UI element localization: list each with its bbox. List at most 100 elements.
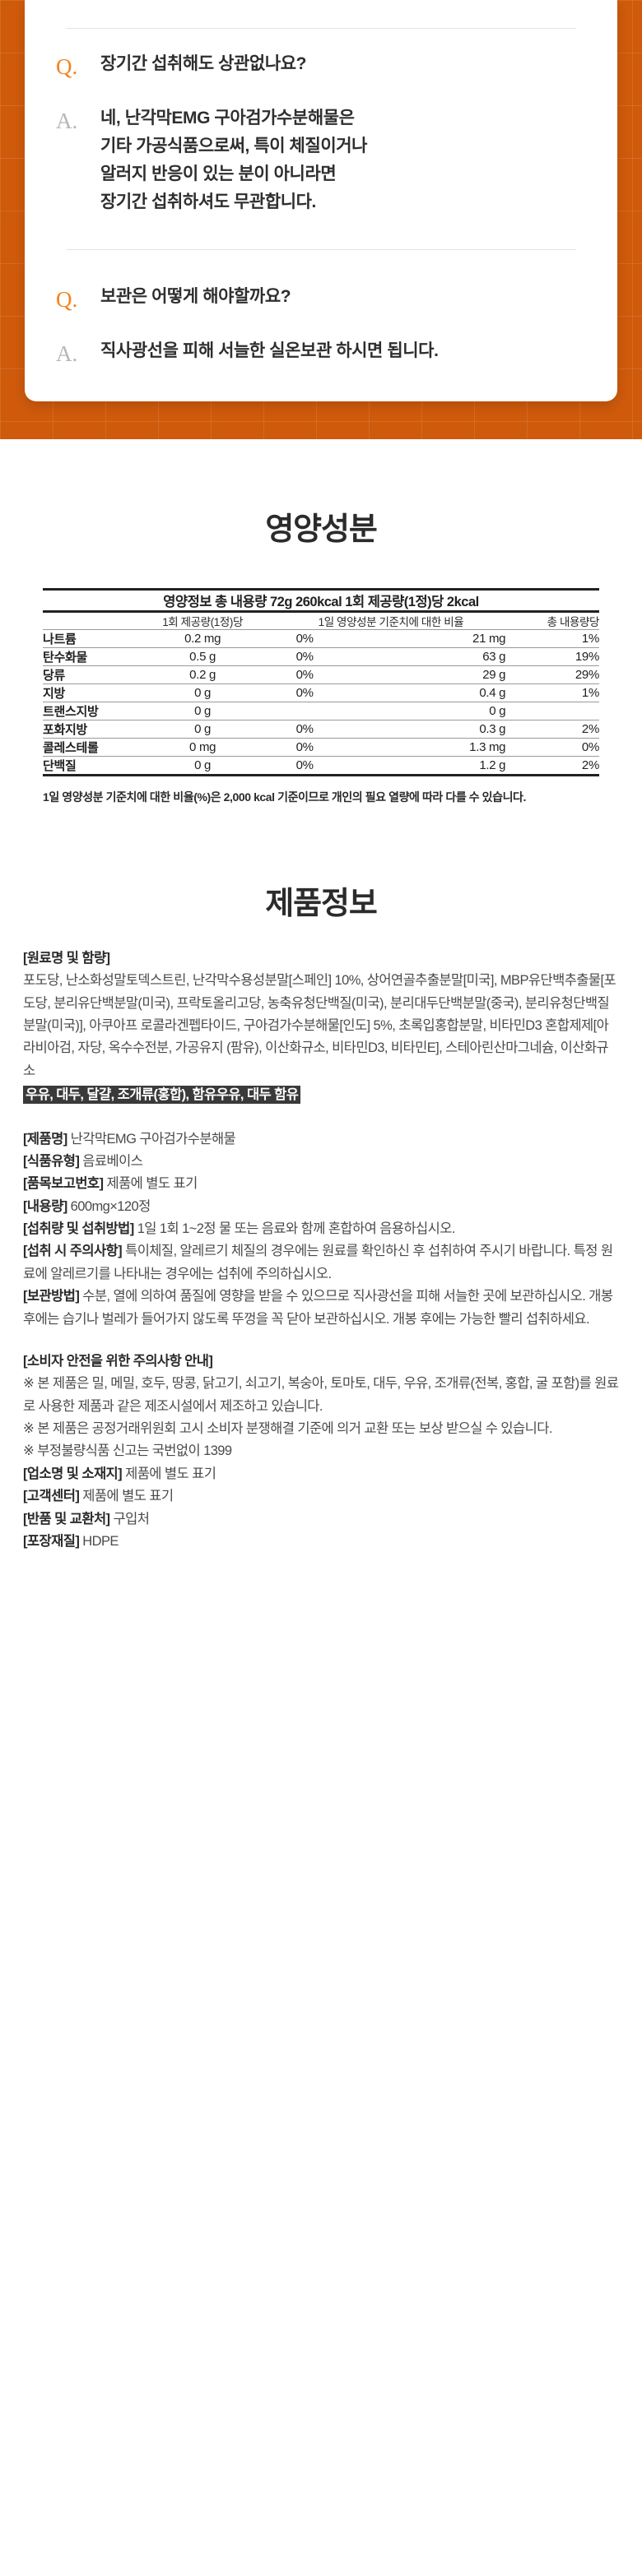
spec-label: [업소명 및 소재지] [23, 1466, 123, 1481]
nutrition-table-title-row: 영양정보 총 내용량 72g 260kcal 1회 제공량(1정)당 2kcal [43, 588, 599, 614]
answer-mark-icon: A. [56, 341, 78, 367]
spec-label: [제품명] [23, 1131, 67, 1147]
nutrient-amount: 0 g [135, 683, 270, 702]
question-mark-icon: Q. [56, 287, 78, 313]
nutrient-total: 21 mg [339, 629, 513, 648]
nutrient-name: 당류 [43, 665, 136, 684]
list-item: [보관방법] 수분, 열에 의하여 품질에 영향을 받을 수 있으므로 직사광선… [23, 1286, 619, 1331]
nutrient-total: 63 g [339, 647, 513, 666]
nutrition-section: 영양성분 영양정보 총 내용량 72g 260kcal 1회 제공량(1정)당 … [0, 439, 642, 806]
faq-answer-line: 네, 난각막EMG 구아검가수분해물은 [100, 109, 355, 128]
nutrient-total: 0 g [339, 702, 513, 720]
table-row: 탄수화물 0.5 g 0% 63 g 19% [43, 647, 599, 666]
table-row: 나트륨 0.2 mg 0% 21 mg 1% [43, 629, 599, 648]
spec-value: 600mg×120정 [70, 1198, 151, 1214]
column-header-serving: 1회 제공량(1정)당 [162, 616, 244, 629]
list-item: [반품 및 교환처] 구입처 [23, 1508, 619, 1531]
spec-label: [보관방법] [23, 1289, 80, 1304]
allergen-highlight-text: 우유, 대두, 달걀, 조개류(홍합), 함유우유, 대두 함유 [23, 1086, 301, 1105]
nutrient-name: 지방 [43, 683, 136, 702]
ingredients-label: [원료명 및 함량] [23, 950, 110, 966]
spec-label: [내용량] [23, 1198, 67, 1214]
spec-value: 난각막EMG 구아검가수분해물 [70, 1131, 236, 1147]
spec-value: 제품에 별도 표기 [106, 1176, 198, 1192]
nutrient-pct-serving: 0% [269, 683, 340, 702]
spec-value: 특이체질, 알레르기 체질의 경우에는 원료를 확인하신 후 섭취하여 주시기 … [23, 1244, 613, 1281]
faq-answer-row: A. 네, 난각막EMG 구아검가수분해물은 기타 가공식품으로써, 특이 체질… [56, 104, 586, 216]
spec-label: [식품유형] [23, 1153, 80, 1169]
column-header-name [43, 612, 136, 630]
faq-answer-line: 기타 가공식품으로써, 특이 체질이거나 [100, 137, 368, 156]
product-info-section: 제품정보 [원료명 및 함량] 포도당, 난소화성말토덱스트린, 난각막수용성분… [0, 807, 642, 1610]
faq-answer-row: A. 직사광선을 피해 서늘한 실온보관 하시면 됩니다. [56, 337, 586, 370]
notice-item: ※ 부정불량식품 신고는 국번없이 1399 [23, 1443, 232, 1459]
spec-label: [섭취 시 주의사항] [23, 1244, 123, 1259]
nutrition-column-header-row: 1회 제공량(1정)당 1일 영양성분 기준치에 대한 비율 총 내용량당 [43, 612, 599, 630]
nutrient-total: 29 g [339, 665, 513, 684]
faq-question-row: Q. 장기간 섭취해도 상관없나요? [56, 50, 586, 83]
nutrient-amount: 0.2 g [135, 665, 270, 684]
spec-value: HDPE [82, 1533, 119, 1549]
nutrition-table-bottom-rule [43, 774, 599, 777]
list-item: [섭취 시 주의사항] 특이체질, 알레르기 체질의 경우에는 원료를 확인하신… [23, 1240, 619, 1286]
table-row: 포화지방 0 g 0% 0.3 g 2% [43, 720, 599, 739]
spec-label: [품목보고번호] [23, 1176, 104, 1192]
table-row: 트랜스지방 0 g 0 g [43, 702, 599, 720]
nutrient-name: 단백질 [43, 756, 136, 775]
nutrient-pct-serving: 0% [269, 665, 340, 684]
table-row: 지방 0 g 0% 0.4 g 1% [43, 683, 599, 702]
nutrient-amount: 0.5 g [135, 647, 270, 666]
consumer-safety-notice-label: [소비자 안전을 위한 주의사항 안내] [23, 1353, 213, 1369]
spec-value: 음료베이스 [82, 1153, 143, 1169]
answer-mark-icon: A. [56, 109, 78, 134]
faq-answer-line: 장기간 섭취하셔도 무관합니다. [100, 192, 316, 212]
question-mark-icon: Q. [56, 54, 78, 79]
nutrient-amount: 0.2 mg [135, 629, 270, 648]
faq-answer-text: 직사광선을 피해 서늘한 실온보관 하시면 됩니다. [100, 337, 586, 365]
nutrient-amount: 0 mg [135, 738, 270, 757]
ingredients-text: 포도당, 난소화성말토덱스트린, 난각막수용성분말[스페인] 10%, 상어연골… [23, 973, 616, 1078]
nutrient-pct-total: 1% [512, 629, 599, 648]
spec-label: [포장재질] [23, 1533, 80, 1549]
notice-item: ※ 본 제품은 밀, 메밀, 호두, 땅콩, 닭고기, 쇠고기, 복숭아, 토마… [23, 1376, 619, 1414]
consumer-safety-notice-block: [소비자 안전을 위한 주의사항 안내] ※ 본 제품은 밀, 메밀, 호두, … [23, 1351, 619, 1463]
faq-question-row: Q. 보관은 어떻게 해야할까요? [56, 283, 586, 316]
faq-card: Q. 장기간 섭취해도 상관없나요? A. 네, 난각막EMG 구아검가수분해물… [25, 0, 617, 402]
nutrient-pct-serving: 0% [269, 738, 340, 757]
list-item: [제품명] 난각막EMG 구아검가수분해물 [23, 1128, 619, 1151]
product-footer-spec-list: [업소명 및 소재지] 제품에 별도 표기 [고객센터] 제품에 별도 표기 [… [23, 1463, 619, 1554]
nutrient-total: 1.3 mg [339, 738, 513, 757]
nutrient-total: 0.3 g [339, 720, 513, 739]
nutrient-pct-total: 29% [512, 665, 599, 684]
nutrient-pct-total: 1% [512, 683, 599, 702]
faq-item: Q. 장기간 섭취해도 상관없나요? A. 네, 난각막EMG 구아검가수분해물… [56, 50, 586, 216]
faq-answer-line: 직사광선을 피해 서늘한 실온보관 하시면 됩니다. [100, 341, 439, 361]
list-item: [업소명 및 소재지] 제품에 별도 표기 [23, 1463, 619, 1485]
nutrient-name: 트랜스지방 [43, 702, 136, 720]
faq-answer-line: 알러지 반응이 있는 분이 아니라면 [100, 164, 337, 184]
spec-label: [고객센터] [23, 1489, 80, 1504]
faq-divider [66, 249, 576, 251]
spec-value: 제품에 별도 표기 [125, 1466, 216, 1481]
faq-section: Q. 장기간 섭취해도 상관없나요? A. 네, 난각막EMG 구아검가수분해물… [0, 0, 642, 440]
nutrient-pct-serving: 0% [269, 647, 340, 666]
notice-item: ※ 본 제품은 공정거래위원회 고시 소비자 분쟁해결 기준에 의거 교환 또는… [23, 1421, 552, 1436]
nutrient-pct-total: 2% [512, 756, 599, 775]
nutrient-amount: 0 g [135, 756, 270, 775]
spec-label: [반품 및 교환처] [23, 1511, 110, 1527]
nutrient-name: 포화지방 [43, 720, 136, 739]
faq-divider [66, 28, 576, 29]
faq-item: Q. 보관은 어떻게 해야할까요? A. 직사광선을 피해 서늘한 실온보관 하… [56, 283, 586, 370]
nutrient-pct-total: 19% [512, 647, 599, 666]
nutrient-total: 0.4 g [339, 683, 513, 702]
nutrient-pct-total: 0% [512, 738, 599, 757]
nutrition-facts-table: 영양정보 총 내용량 72g 260kcal 1회 제공량(1정)당 2kcal… [43, 588, 599, 775]
spec-value: 구입처 [113, 1511, 150, 1527]
nutrient-amount: 0 g [135, 720, 270, 739]
list-item: [품목보고번호] 제품에 별도 표기 [23, 1173, 619, 1195]
faq-question-text: 장기간 섭취해도 상관없나요? [100, 54, 307, 73]
product-spec-list: [제품명] 난각막EMG 구아검가수분해물 [식품유형] 음료베이스 [품목보고… [23, 1128, 619, 1331]
spec-value: 제품에 별도 표기 [82, 1489, 174, 1504]
nutrient-name: 탄수화물 [43, 647, 136, 666]
nutrition-table-title: 영양정보 총 내용량 72g 260kcal 1회 제공량(1정)당 2kcal [43, 588, 599, 614]
